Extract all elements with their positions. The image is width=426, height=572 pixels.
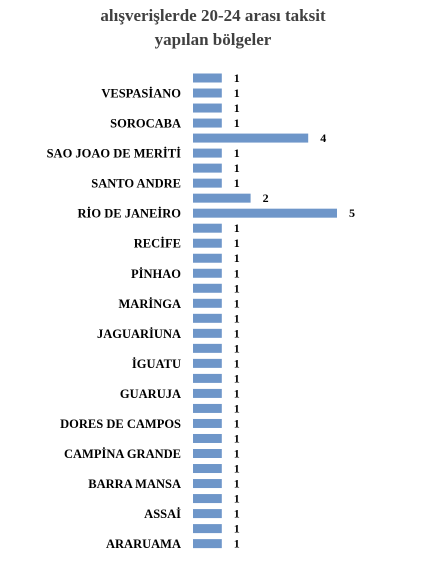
bar-29 (193, 509, 222, 519)
bar-19 (193, 358, 222, 368)
value-label-11: 1 (234, 236, 240, 250)
value-label-22: 1 (234, 401, 240, 415)
value-label-16: 1 (234, 311, 240, 325)
value-label-14: 1 (234, 281, 240, 295)
bar-1 (193, 88, 222, 98)
value-label-24: 1 (234, 431, 240, 445)
bar-5 (193, 148, 222, 158)
bar-23 (193, 418, 222, 428)
value-label-15: 1 (234, 296, 240, 310)
bar-18 (193, 343, 222, 353)
category-label-5: SAO JOAO DE MERİTİ (47, 147, 182, 161)
bar-24 (193, 433, 222, 443)
value-label-6: 1 (234, 161, 240, 175)
bar-22 (193, 403, 222, 413)
bar-0 (193, 73, 222, 83)
category-label-19: İGUATU (132, 357, 181, 371)
bar-21 (193, 388, 222, 398)
value-label-19: 1 (234, 356, 240, 370)
bar-31 (193, 539, 222, 549)
value-label-12: 1 (234, 251, 240, 265)
value-label-5: 1 (234, 146, 240, 160)
chart-title-line-1: alışverişlerde 20-24 arası taksit (100, 6, 326, 25)
bar-12 (193, 253, 222, 263)
value-label-26: 1 (234, 462, 240, 476)
bar-7 (193, 178, 222, 188)
value-label-30: 1 (234, 522, 240, 536)
value-label-23: 1 (234, 416, 240, 430)
bar-28 (193, 494, 222, 504)
value-label-18: 1 (234, 341, 240, 355)
value-label-20: 1 (234, 371, 240, 385)
category-label-25: CAMPİNA GRANDE (64, 447, 181, 461)
bar-27 (193, 479, 222, 489)
bar-13 (193, 268, 222, 278)
bar-4 (193, 133, 309, 143)
value-label-27: 1 (234, 477, 240, 491)
bar-17 (193, 328, 222, 338)
bar-26 (193, 464, 222, 474)
bar-3 (193, 118, 222, 128)
value-label-17: 1 (234, 326, 240, 340)
bar-9 (193, 208, 337, 218)
category-label-11: RECİFE (134, 237, 181, 251)
value-label-9: 5 (349, 206, 355, 220)
bar-10 (193, 223, 222, 233)
value-label-31: 1 (234, 537, 240, 551)
category-label-31: ARARUAMA (106, 537, 181, 551)
bar-20 (193, 373, 222, 383)
value-label-28: 1 (234, 492, 240, 506)
chart-title-line-2: yapılan bölgeler (154, 30, 272, 49)
category-label-15: MARİNGA (119, 297, 182, 311)
value-label-8: 2 (263, 191, 269, 205)
value-label-4: 4 (320, 131, 326, 145)
value-label-13: 1 (234, 266, 240, 280)
value-label-10: 1 (234, 221, 240, 235)
category-label-29: ASSAİ (144, 507, 181, 521)
category-label-7: SANTO ANDRE (91, 177, 181, 191)
category-label-27: BARRA MANSA (88, 477, 181, 491)
value-label-1: 1 (234, 86, 240, 100)
category-label-23: DORES DE CAMPOS (60, 417, 181, 431)
bar-15 (193, 298, 222, 308)
value-label-7: 1 (234, 176, 240, 190)
category-label-21: GUARUJA (120, 387, 181, 401)
bar-2 (193, 103, 222, 113)
value-label-21: 1 (234, 386, 240, 400)
bar-30 (193, 524, 222, 534)
category-label-17: JAGUARİUNA (97, 327, 181, 341)
value-label-3: 1 (234, 116, 240, 130)
bar-6 (193, 163, 222, 173)
value-label-0: 1 (234, 71, 240, 85)
category-label-9: RİO DE JANEİRO (78, 207, 182, 221)
bar-14 (193, 283, 222, 293)
bar-8 (193, 193, 251, 203)
value-label-2: 1 (234, 101, 240, 115)
value-label-25: 1 (234, 447, 240, 461)
bar-11 (193, 238, 222, 248)
category-label-13: PİNHAO (131, 267, 181, 281)
bar-25 (193, 449, 222, 458)
bar-16 (193, 313, 222, 323)
value-label-29: 1 (234, 507, 240, 521)
category-label-1: VESPASİANO (101, 87, 181, 101)
category-label-3: SOROCABA (110, 117, 181, 131)
